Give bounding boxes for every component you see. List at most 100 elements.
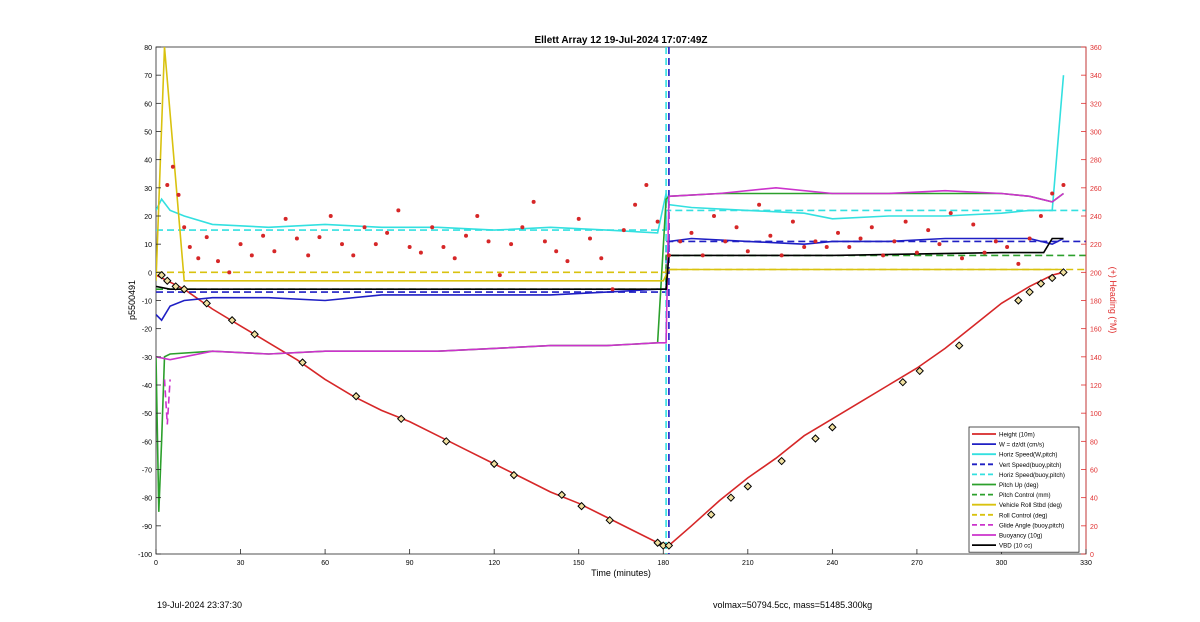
left-tick-label: -30 bbox=[142, 355, 152, 362]
heading-point bbox=[176, 192, 181, 197]
chart-title: Ellett Array 12 19-Jul-2024 17:07:49Z bbox=[534, 35, 707, 46]
heading-point bbox=[666, 253, 671, 258]
heading-point bbox=[712, 214, 716, 218]
height-marker bbox=[1025, 287, 1034, 297]
heading-point bbox=[993, 239, 998, 244]
right-tick-label: 180 bbox=[1090, 299, 1102, 306]
left-tick-label: -70 bbox=[142, 468, 152, 475]
bottom-tick-label: 330 bbox=[1080, 560, 1092, 567]
heading-point bbox=[1061, 183, 1066, 188]
bottom-tick-label: 270 bbox=[911, 560, 923, 567]
left-tick-label: 10 bbox=[144, 242, 152, 249]
height-marker bbox=[777, 456, 786, 466]
right-tick-label: 120 bbox=[1090, 383, 1102, 390]
heading-point bbox=[869, 225, 874, 230]
bottom-axis: 0 30 60 90 120 150 180 210 240 270 300 330 bbox=[154, 549, 1092, 567]
height-marker bbox=[351, 392, 361, 401]
height-marker bbox=[605, 515, 614, 525]
bottom-tick-label: 120 bbox=[488, 560, 500, 567]
heading-point bbox=[520, 225, 525, 230]
legend-label: W = dz/dt (cm/s) bbox=[999, 442, 1044, 449]
legend-label: Roll Control (deg) bbox=[999, 512, 1048, 519]
heading-point bbox=[790, 219, 795, 224]
heading-point bbox=[858, 236, 863, 241]
series-group bbox=[156, 47, 1086, 554]
heading-point bbox=[1016, 261, 1021, 266]
legend-label: Pitch Control (mm) bbox=[999, 492, 1051, 499]
right-tick-label: 300 bbox=[1090, 130, 1102, 137]
series-line-9 bbox=[163, 379, 171, 425]
heading-point bbox=[576, 216, 581, 221]
right-tick-label: 140 bbox=[1090, 355, 1102, 362]
heading-point bbox=[1038, 214, 1043, 218]
plot-content bbox=[156, 47, 1086, 554]
left-tick-label: -100 bbox=[138, 552, 152, 559]
heading-point bbox=[187, 244, 192, 249]
footer-timestamp: 19-Jul-2024 23:37:30 bbox=[157, 600, 243, 610]
height-marker bbox=[577, 501, 586, 511]
left-tick-label: -80 bbox=[142, 496, 152, 503]
right-tick-label: 320 bbox=[1090, 101, 1102, 108]
heading-point bbox=[1005, 244, 1010, 249]
series-line-1 bbox=[156, 237, 1064, 322]
legend-label: Vert Speed(buoy,pitch) bbox=[999, 462, 1061, 469]
right-tick-label: 40 bbox=[1090, 496, 1098, 503]
heading-point bbox=[847, 244, 852, 249]
series-line-7 bbox=[156, 47, 1058, 282]
height-marker bbox=[743, 482, 753, 491]
bottom-tick-label: 30 bbox=[237, 560, 245, 567]
heading-point bbox=[768, 233, 773, 238]
heading-point bbox=[802, 244, 807, 249]
heading-point bbox=[464, 233, 468, 238]
heading-point bbox=[678, 239, 683, 244]
series-line-0 bbox=[156, 271, 1064, 547]
legend-label: Pitch Up (deg) bbox=[999, 482, 1039, 489]
right-axis: 3603403203002802602402202001801601401201… bbox=[1081, 45, 1102, 559]
bottom-tick-label: 60 bbox=[321, 560, 329, 567]
left-tick-label: -60 bbox=[142, 439, 152, 446]
right-tick-label: 340 bbox=[1090, 73, 1102, 80]
heading-point bbox=[497, 273, 502, 278]
series-line-11 bbox=[156, 237, 1064, 291]
y-axis-label-left: p5500491 bbox=[127, 280, 137, 320]
series-line-3 bbox=[156, 240, 1086, 293]
heading-point bbox=[903, 219, 908, 224]
bottom-tick-label: 240 bbox=[827, 560, 839, 567]
heading-point bbox=[937, 242, 942, 247]
height-marker bbox=[396, 414, 406, 424]
right-tick-label: 0 bbox=[1090, 552, 1094, 559]
legend-box bbox=[968, 426, 1080, 553]
heading-point bbox=[249, 253, 254, 258]
heading-point bbox=[362, 225, 367, 230]
heading-point bbox=[960, 256, 964, 261]
legend-label: Horiz Speed(buoy,pitch) bbox=[999, 472, 1065, 479]
height-marker bbox=[954, 341, 964, 350]
left-axis: 80 70 60 50 40 30 20 10 0 -10 -20 -30 -40 -50 -60 -70 -8… bbox=[138, 45, 161, 559]
y-axis-label-right: (+) Heading (°M) bbox=[1108, 267, 1118, 334]
height-marker bbox=[915, 366, 924, 376]
heading-point bbox=[881, 253, 886, 258]
heading-point bbox=[745, 249, 750, 254]
heading-point bbox=[396, 208, 401, 213]
heading-point bbox=[475, 214, 480, 218]
bottom-tick-label: 300 bbox=[996, 560, 1008, 567]
right-tick-label: 240 bbox=[1090, 214, 1102, 221]
heading-point bbox=[599, 256, 604, 261]
bottom-tick-label: 210 bbox=[742, 560, 754, 567]
heading-point bbox=[283, 216, 288, 221]
series-line-4 bbox=[156, 209, 1086, 231]
legend: Height (10m) W = dz/dt (cm/s) Horiz Speed(… bbox=[968, 426, 1080, 553]
left-tick-label: 20 bbox=[144, 214, 152, 221]
heading-point bbox=[1050, 191, 1055, 196]
height-marker bbox=[706, 510, 716, 519]
heading-point bbox=[165, 183, 170, 188]
bottom-tick-label: 90 bbox=[406, 560, 414, 567]
heading-point bbox=[914, 250, 919, 255]
height-marker bbox=[1036, 279, 1046, 288]
heading-point bbox=[182, 225, 187, 230]
left-tick-label: -40 bbox=[142, 383, 152, 390]
heading-point bbox=[261, 233, 266, 238]
heading-point bbox=[734, 225, 739, 230]
heading-point bbox=[565, 259, 570, 264]
